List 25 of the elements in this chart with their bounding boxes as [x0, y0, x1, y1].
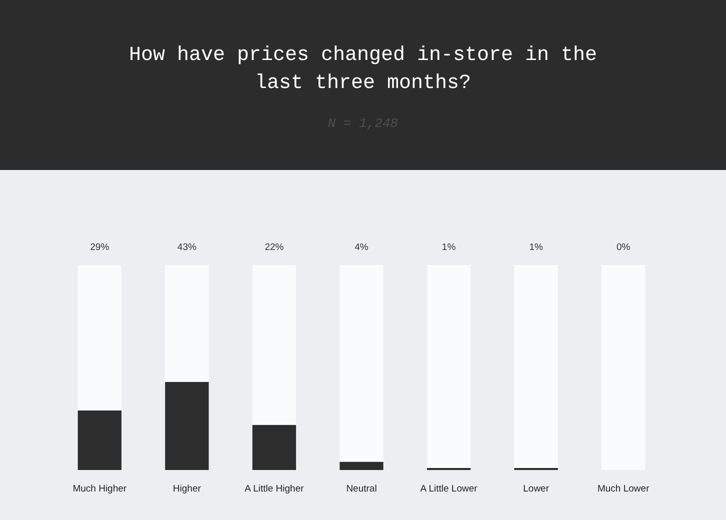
bar	[252, 424, 296, 470]
data-label: 1%	[529, 242, 544, 253]
bar	[340, 462, 384, 470]
chart-title: How have prices changed in-store in the last three months?	[128, 43, 598, 97]
data-label: 29%	[90, 242, 110, 253]
bar	[340, 265, 384, 462]
bar	[165, 265, 209, 382]
bar	[252, 265, 296, 425]
data-label: 1%	[442, 242, 456, 253]
data-label: 22%	[264, 242, 284, 253]
bar	[426, 265, 471, 468]
data-label: 43%	[177, 242, 197, 253]
bar	[514, 265, 558, 468]
x-tick-label: Much Higher	[72, 484, 127, 494]
data-label: 4%	[354, 242, 369, 253]
x-tick-label: A Little Lower	[420, 484, 478, 494]
x-tick-label: A Little Higher	[244, 484, 304, 494]
x-tick-label: Lower	[523, 484, 550, 494]
x-tick-label: Much Lower	[597, 484, 650, 494]
bar	[78, 265, 122, 411]
data-label: 0%	[616, 242, 631, 253]
x-tick-label: Higher	[172, 484, 201, 494]
bar	[165, 382, 209, 470]
x-tick-label: Neutral	[346, 484, 377, 494]
bar	[78, 410, 122, 470]
